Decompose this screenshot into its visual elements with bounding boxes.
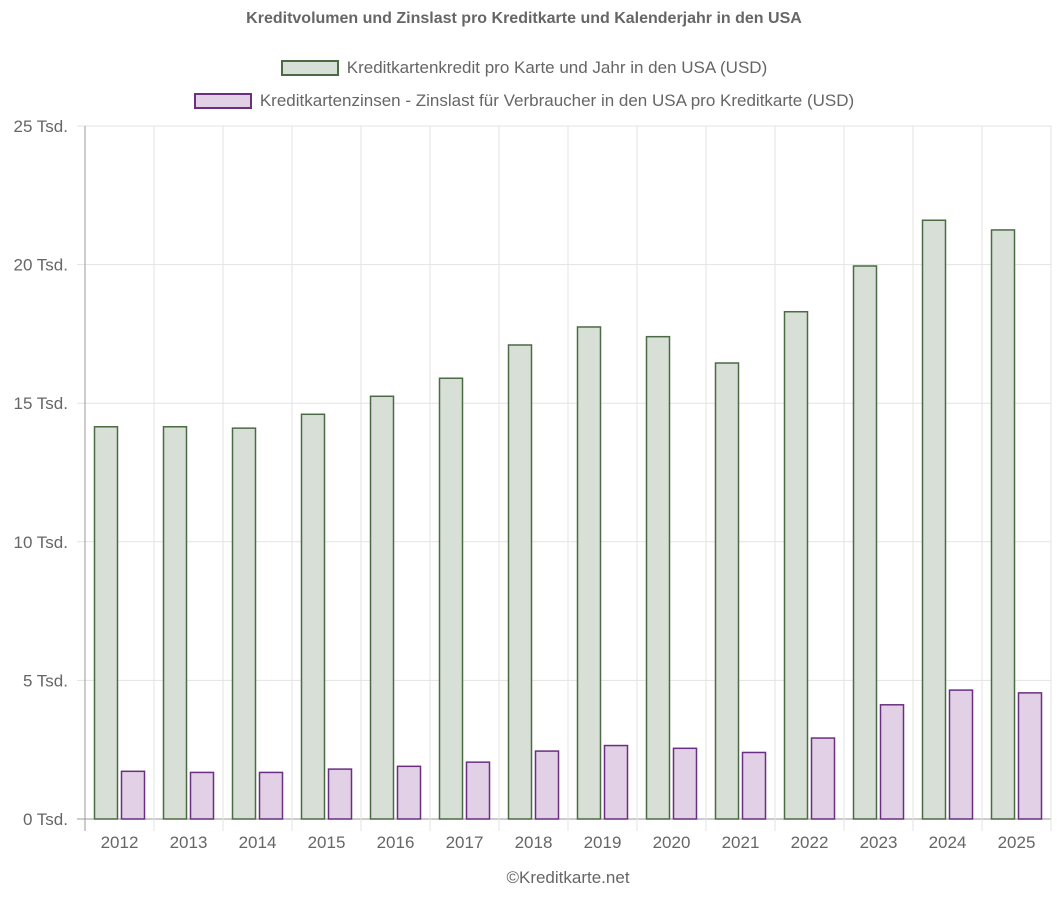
- bar-interest-2014: [258, 771, 284, 820]
- bar-interest-2023: [879, 704, 905, 820]
- bar-credit-2021: [714, 362, 740, 820]
- bar-interest-2012: [120, 770, 146, 820]
- x-tick-label: 2012: [101, 833, 139, 852]
- bar-credit-2022: [783, 310, 809, 820]
- bar-credit-2023: [852, 265, 878, 820]
- x-tick-label: 2014: [239, 833, 277, 852]
- bar-interest-2022: [810, 737, 836, 820]
- legend-swatch-credit: [280, 60, 339, 76]
- x-tick-label: 2021: [722, 833, 760, 852]
- x-tick-label: 2015: [308, 833, 346, 852]
- x-tick-label: 2017: [446, 833, 484, 852]
- bar-interest-2013: [189, 771, 215, 820]
- bar-credit-2025: [990, 229, 1016, 820]
- x-tick-label: 2024: [929, 833, 967, 852]
- x-tick-label: 2020: [653, 833, 691, 852]
- bar-interest-2018: [534, 750, 560, 820]
- x-tick-label: 2023: [860, 833, 898, 852]
- bar-interest-2017: [465, 761, 491, 820]
- x-tick-label: 2016: [377, 833, 415, 852]
- legend-item-interest[interactable]: Kreditkartenzinsen - Zinslast für Verbra…: [0, 91, 1048, 114]
- x-tick-label: 2022: [791, 833, 829, 852]
- legend-label-credit: Kreditkartenkredit pro Karte und Jahr in…: [346, 58, 768, 77]
- bar-interest-2025: [1017, 692, 1043, 820]
- bar-interest-2019: [603, 744, 629, 820]
- bar-credit-2017: [438, 377, 464, 820]
- bar-credit-2015: [300, 413, 326, 820]
- footer-credit: ©Kreditkarte.net: [506, 868, 630, 887]
- x-tick-label: 2013: [170, 833, 208, 852]
- y-tick-label: 20 Tsd.: [13, 256, 68, 275]
- y-tick-label: 10 Tsd.: [13, 533, 68, 552]
- chart-title: Kreditvolumen und Zinslast pro Kreditkar…: [246, 10, 802, 27]
- bar-credit-2016: [369, 395, 395, 820]
- legend-item-credit[interactable]: Kreditkartenkredit pro Karte und Jahr in…: [0, 58, 1048, 81]
- legend-label-interest: Kreditkartenzinsen - Zinslast für Verbra…: [259, 91, 855, 110]
- bar-credit-2014: [231, 427, 257, 820]
- bar-interest-2016: [396, 765, 422, 820]
- bar-credit-2012: [93, 426, 119, 820]
- y-tick-label: 15 Tsd.: [13, 394, 68, 413]
- x-tick-label: 2019: [584, 833, 622, 852]
- bar-interest-2021: [741, 751, 767, 820]
- bar-credit-2013: [162, 426, 188, 820]
- bar-credit-2020: [645, 335, 671, 820]
- bar-interest-2024: [948, 689, 974, 820]
- y-tick-label: 5 Tsd.: [23, 671, 68, 690]
- y-tick-label: 25 Tsd.: [13, 117, 68, 136]
- bar-interest-2015: [327, 768, 353, 820]
- bar-interest-2020: [672, 747, 698, 820]
- x-tick-label: 2025: [998, 833, 1036, 852]
- legend-swatch-interest: [193, 93, 252, 109]
- bar-credit-2019: [576, 326, 602, 820]
- x-tick-label: 2018: [515, 833, 553, 852]
- y-tick-label: 0 Tsd.: [23, 810, 68, 829]
- bar-credit-2018: [507, 344, 533, 820]
- bar-credit-2024: [921, 219, 947, 820]
